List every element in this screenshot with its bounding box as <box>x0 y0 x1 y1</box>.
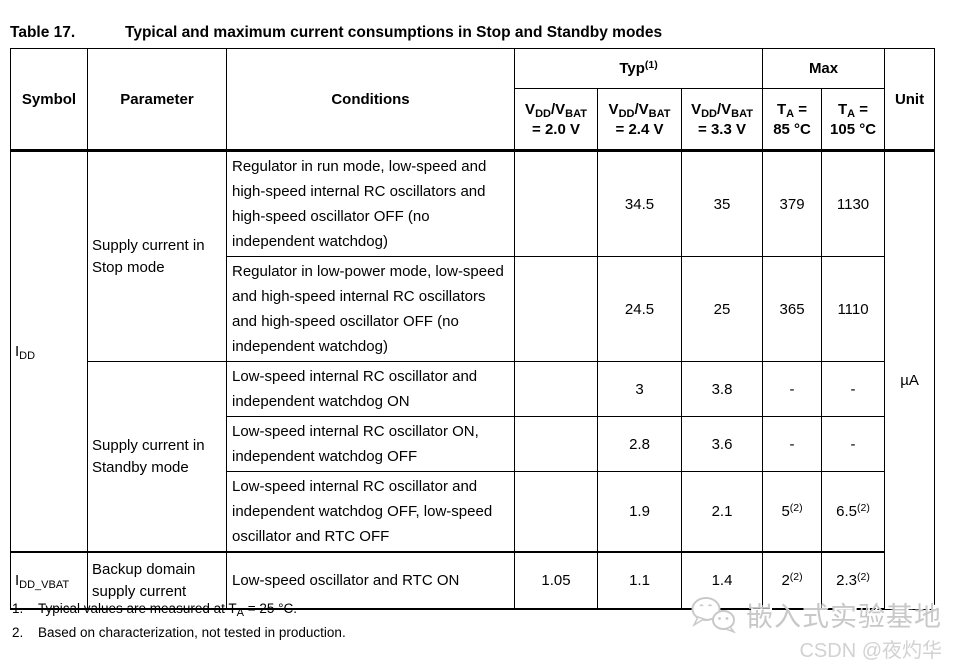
table-row: Low-speed internal RC oscillator ON, ind… <box>11 416 935 472</box>
value-max85: 5(2) <box>762 471 823 553</box>
col-header-typ: Typ(1) <box>513 48 764 89</box>
value-typ20: 1.05 <box>514 551 598 610</box>
param-stop-mode: Supply current in Stop mode <box>87 149 227 362</box>
watermark-credit-text: CSDN @夜灼华 <box>799 640 942 662</box>
condition-cell: Low-speed internal RC oscillator and ind… <box>226 471 515 553</box>
condition-cell: Regulator in run mode, low-speed and hig… <box>226 149 515 257</box>
value-max105: 2.3(2) <box>821 551 886 610</box>
footnote-ref: (2) <box>789 571 803 583</box>
value-max105: 1130 <box>821 149 886 257</box>
value-typ20 <box>514 149 598 257</box>
value-typ20 <box>514 361 598 417</box>
value-max105: 1110 <box>821 256 886 362</box>
value-max105: 6.5(2) <box>821 471 886 553</box>
col-header-conditions: Conditions <box>226 48 515 151</box>
value-max85: 379 <box>762 149 823 257</box>
value-typ24: 3 <box>597 361 682 417</box>
value-typ33: 35 <box>680 149 764 257</box>
footnote-1: 1. Typical values are measured at TA = 25… <box>12 601 298 619</box>
header-row-groups: Symbol Parameter Conditions Typ(1) Max U… <box>10 48 936 151</box>
page-title: Table 17. Typical and maximum current con… <box>10 24 662 42</box>
symbol-idd: IDD <box>10 149 88 553</box>
col-header-parameter: Parameter <box>87 48 227 151</box>
footnotes: 1. Typical values are measured at TA = 25… <box>12 601 346 649</box>
footnote-ref: (2) <box>857 502 870 514</box>
footnote-ref: (2) <box>857 571 870 583</box>
condition-cell: Low-speed internal RC oscillator and ind… <box>226 361 515 417</box>
table-row: IDD Supply current in Stop mode Regulato… <box>10 149 936 610</box>
table-number-label: Table 17. <box>10 24 76 41</box>
param-backup-domain: Backup domain supply current <box>87 551 227 610</box>
col-header-ta-85: TA = 85 °C <box>762 88 823 151</box>
col-header-vdd-2v0: VDD/VBAT = 2.0 V <box>514 88 598 151</box>
footnote-ref: (2) <box>789 502 803 514</box>
table-row: IDD_VBAT Backup domain supply current Lo… <box>10 551 935 610</box>
value-typ24: 34.5 <box>597 149 682 257</box>
value-typ33: 3.8 <box>680 361 764 417</box>
value-max85: - <box>762 361 823 417</box>
col-header-unit: Unit <box>884 48 936 151</box>
watermark-brand-text: 嵌入式实验基地 <box>746 602 942 632</box>
current-consumption-table: Symbol Parameter Conditions Typ(1) Max U… <box>10 48 936 610</box>
value-typ20 <box>514 256 598 362</box>
header-row-subcolumns: VDD/VBAT = 2.0 V VDD/VBAT = 2.4 V VDD/VB… <box>11 88 935 151</box>
value-typ20 <box>514 416 598 472</box>
col-header-max: Max <box>762 48 886 89</box>
value-typ33: 2.1 <box>680 471 764 553</box>
value-typ33: 3.6 <box>680 416 764 472</box>
typ-footnote-ref: (1) <box>644 59 658 71</box>
condition-cell: Regulator in low-power mode, low-speed a… <box>226 256 515 362</box>
unit-cell: µA <box>884 149 936 610</box>
value-max85: - <box>762 416 823 472</box>
table-title-text: Typical and maximum current consumptions… <box>125 24 663 41</box>
value-max105: - <box>821 416 886 472</box>
value-typ24: 1.9 <box>597 471 682 553</box>
value-typ24: 24.5 <box>597 256 682 362</box>
condition-cell: Low-speed internal RC oscillator ON, ind… <box>226 416 515 472</box>
col-header-ta-105: TA = 105 °C <box>821 88 886 151</box>
value-typ33: 25 <box>680 256 764 362</box>
value-typ24: 2.8 <box>597 416 682 472</box>
col-header-symbol: Symbol <box>10 48 88 151</box>
table-row: Low-speed internal RC oscillator and ind… <box>11 471 935 553</box>
wechat-icon <box>690 596 738 638</box>
watermark: 嵌入式实验基地 CSDN @夜灼华 <box>690 596 942 663</box>
param-standby-mode: Supply current in Standby mode <box>87 361 227 553</box>
symbol-idd-vbat: IDD_VBAT <box>10 551 88 610</box>
table-row: Supply current in Standby mode Low-speed… <box>11 361 935 553</box>
value-typ33: 1.4 <box>680 551 764 610</box>
value-typ20 <box>514 471 598 553</box>
condition-cell: Low-speed oscillator and RTC ON <box>226 551 515 610</box>
value-max105: - <box>821 361 886 417</box>
col-header-vdd-2v4: VDD/VBAT = 2.4 V <box>597 88 682 151</box>
value-max85: 365 <box>762 256 823 362</box>
footnote-2: 2. Based on characterization, not tested … <box>12 625 346 640</box>
value-typ24: 1.1 <box>597 551 682 610</box>
table-row: Regulator in low-power mode, low-speed a… <box>11 256 935 362</box>
col-header-vdd-3v3: VDD/VBAT = 3.3 V <box>680 88 764 151</box>
